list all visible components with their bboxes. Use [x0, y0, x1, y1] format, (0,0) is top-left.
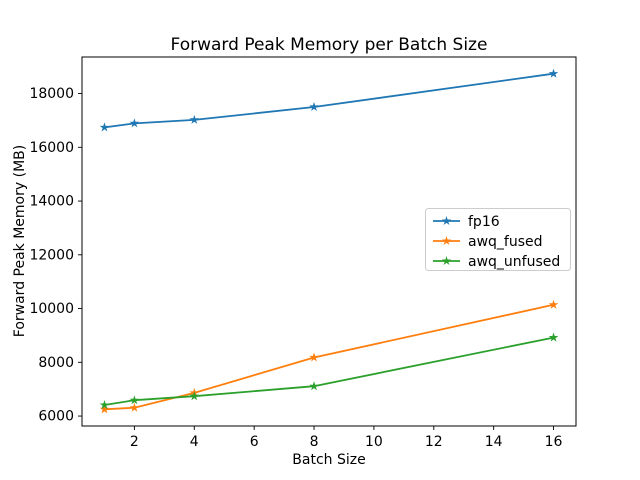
y-tick-label: 10000 — [29, 301, 74, 317]
legend-box — [425, 208, 571, 271]
x-tick-label: 6 — [250, 434, 259, 450]
axes-frame — [81, 56, 577, 427]
legend-marker-fp16 — [441, 216, 452, 225]
series-marker-fp16 — [309, 102, 319, 111]
x-axis-label: Batch Size — [292, 452, 365, 468]
legend-marker-awq_unfused — [441, 256, 452, 265]
y-tick-label: 14000 — [29, 194, 74, 210]
series-marker-fp16 — [99, 122, 110, 132]
series-marker-awq_unfused — [189, 391, 199, 401]
y-tick-label: 6000 — [38, 409, 74, 425]
series-marker-awq_fused — [99, 404, 110, 414]
series-group — [99, 68, 559, 414]
x-tick-label: 10 — [365, 434, 383, 450]
series-marker-awq_fused — [129, 402, 140, 412]
y-tick-label: 16000 — [29, 140, 74, 156]
series-marker-awq_unfused — [548, 332, 559, 342]
y-tick-label: 8000 — [38, 355, 74, 371]
x-tick-label: 8 — [310, 434, 319, 450]
x-tick-label: 4 — [190, 434, 199, 450]
legend: fp16 awq_fused awq_unfused — [425, 208, 571, 271]
series-marker-awq_unfused — [129, 395, 140, 405]
legend-label-series-2: awq_fused — [468, 234, 543, 250]
series-marker-fp16 — [129, 118, 140, 128]
series-marker-awq_fused — [548, 299, 559, 309]
legend-label-series-3: awq_unfused — [468, 254, 560, 270]
y-tick-label: 12000 — [29, 247, 74, 263]
legend-marker-awq_fused — [441, 236, 452, 245]
legend-label-series-1: fp16 — [468, 214, 500, 230]
x-axis-ticks: 2 4 6 8 10 12 14 16 — [130, 426, 563, 450]
series-marker-fp16 — [548, 68, 559, 78]
series-marker-fp16 — [189, 114, 199, 124]
legend-swatches — [433, 216, 460, 265]
y-tick-label: 18000 — [29, 86, 74, 102]
x-tick-label: 2 — [130, 434, 139, 450]
x-tick-label: 16 — [545, 434, 563, 450]
series-marker-awq_unfused — [99, 400, 110, 410]
series-marker-awq_unfused — [309, 381, 319, 391]
chart-title: Forward Peak Memory per Batch Size — [171, 35, 488, 55]
x-tick-label: 12 — [425, 434, 443, 450]
y-axis-label: Forward Peak Memory (MB) — [12, 145, 28, 337]
series-marker-awq_fused — [309, 352, 319, 362]
y-axis-ticks: 6000 8000 10000 12000 14000 16000 18000 — [29, 86, 82, 425]
x-tick-label: 14 — [485, 434, 503, 450]
